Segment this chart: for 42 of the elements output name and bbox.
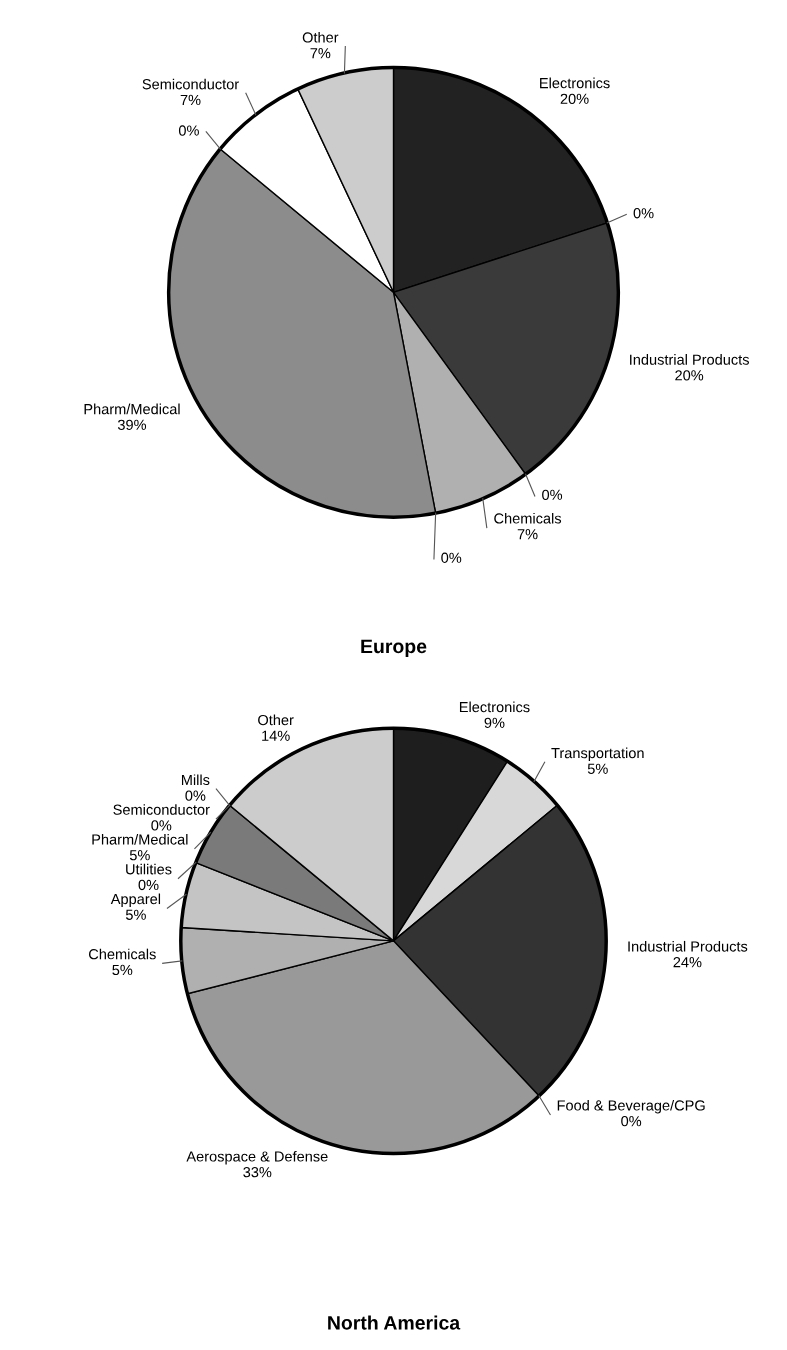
data-label: 20% (560, 93, 589, 104)
legend-label: Semiconductor (113, 804, 210, 815)
text: 0% (178, 125, 199, 136)
slice-label: Other (258, 714, 294, 726)
slice-label: Aerospace & Defense (186, 1150, 328, 1165)
text: Europe (361, 639, 427, 658)
slice-label: Other (302, 31, 339, 43)
text: 0% (633, 208, 654, 219)
data-label: 24% (673, 957, 702, 968)
data-label: 7% (180, 94, 201, 106)
slice-label: Pharm/Medical (92, 833, 188, 845)
text: 0% (151, 820, 172, 831)
text: North America (328, 1315, 461, 1330)
text: 0% (542, 489, 563, 500)
data-label: 5% (112, 964, 133, 976)
slice-label: Chemicals (494, 512, 562, 524)
text: 0% (621, 1115, 642, 1127)
category-label: Mills (181, 774, 210, 786)
data-label: 5% (125, 909, 146, 920)
slice-label: Chemicals (89, 948, 156, 960)
data-label: 33% (243, 1167, 272, 1178)
slice-label: Industrial Products (628, 940, 748, 952)
slice-label: Semiconductor (142, 78, 239, 90)
slice-label: Pharm/Medical (84, 403, 180, 415)
data-label: 7% (310, 48, 331, 59)
slice-label: Apparel (110, 893, 161, 908)
slice-label: Transportation (551, 747, 644, 762)
data-label: 7% (517, 529, 538, 540)
slice-label: Electronics (459, 701, 530, 713)
text: 0% (138, 879, 159, 891)
data-label: 5% (587, 763, 608, 774)
category-label: Food & Beverage/CPG (557, 1099, 705, 1114)
data-label: 5% (129, 850, 150, 861)
data-label: 39% (117, 419, 147, 430)
legend-label: Utilities (126, 863, 172, 875)
slice-label: Electronics (540, 77, 610, 89)
data-label: 14% (262, 730, 290, 741)
data-label: 20% (675, 370, 704, 381)
text: 0% (441, 552, 462, 563)
text: 0% (185, 790, 206, 801)
data-label: 9% (484, 717, 505, 728)
slice-label: Industrial Products (630, 354, 749, 365)
